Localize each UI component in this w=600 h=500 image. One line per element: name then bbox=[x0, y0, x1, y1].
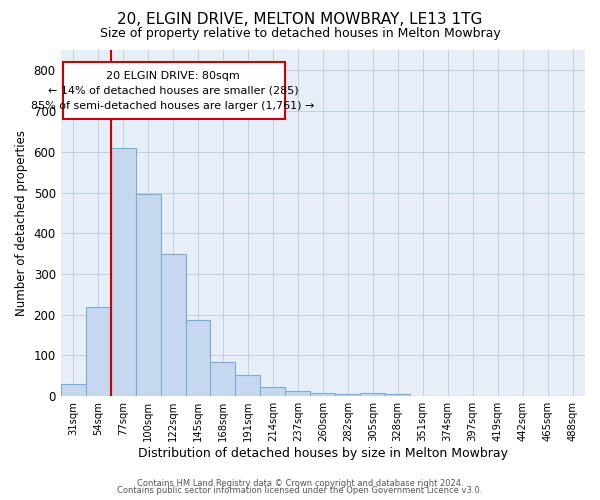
Bar bbox=[385, 394, 410, 396]
Bar bbox=[110, 148, 136, 396]
Y-axis label: Number of detached properties: Number of detached properties bbox=[15, 130, 28, 316]
Text: 20, ELGIN DRIVE, MELTON MOWBRAY, LE13 1TG: 20, ELGIN DRIVE, MELTON MOWBRAY, LE13 1T… bbox=[118, 12, 482, 28]
X-axis label: Distribution of detached houses by size in Melton Mowbray: Distribution of detached houses by size … bbox=[138, 447, 508, 460]
FancyBboxPatch shape bbox=[63, 62, 286, 119]
Bar bbox=[211, 362, 235, 396]
Bar bbox=[335, 394, 360, 396]
Bar bbox=[61, 384, 86, 396]
Text: Contains public sector information licensed under the Open Government Licence v3: Contains public sector information licen… bbox=[118, 486, 482, 495]
Text: Contains HM Land Registry data © Crown copyright and database right 2024.: Contains HM Land Registry data © Crown c… bbox=[137, 478, 463, 488]
Bar bbox=[260, 387, 286, 396]
Bar bbox=[185, 320, 211, 396]
Bar bbox=[286, 390, 310, 396]
Text: 20 ELGIN DRIVE: 80sqm
← 14% of detached houses are smaller (285)
85% of semi-det: 20 ELGIN DRIVE: 80sqm ← 14% of detached … bbox=[31, 71, 315, 110]
Bar bbox=[235, 375, 260, 396]
Bar bbox=[161, 254, 185, 396]
Text: Size of property relative to detached houses in Melton Mowbray: Size of property relative to detached ho… bbox=[100, 28, 500, 40]
Bar bbox=[360, 394, 385, 396]
Bar bbox=[86, 308, 110, 396]
Bar bbox=[136, 194, 161, 396]
Bar bbox=[310, 393, 335, 396]
